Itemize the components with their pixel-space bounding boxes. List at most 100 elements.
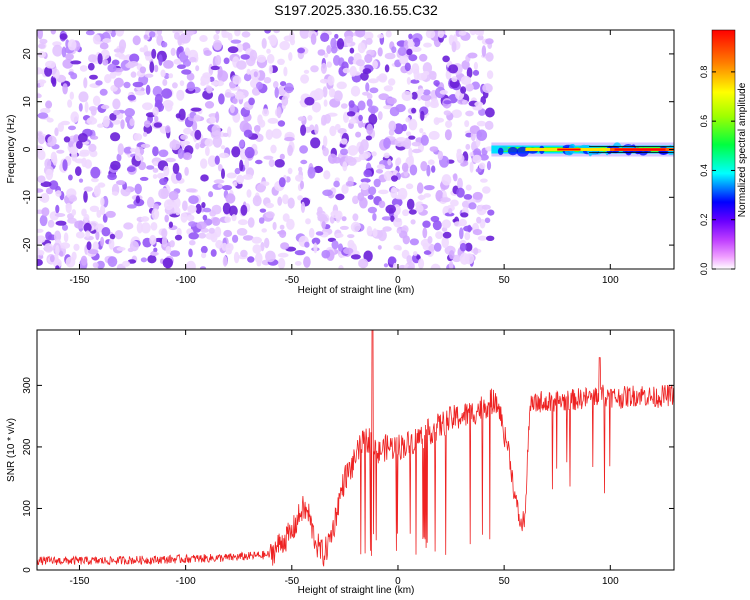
noise-blob [317, 49, 326, 56]
noise-blob [284, 82, 294, 94]
noise-blob [225, 243, 234, 252]
noise-blob [422, 227, 428, 239]
noise-blob [322, 189, 333, 197]
noise-blob [90, 107, 97, 116]
noise-blob [129, 118, 135, 127]
noise-blob [336, 38, 345, 50]
noise-blob [474, 30, 483, 36]
noise-blob [323, 135, 328, 147]
noise-blob [176, 64, 186, 69]
noise-blob [358, 114, 363, 122]
noise-blob [342, 161, 348, 172]
noise-blob [59, 33, 68, 40]
noise-blob [158, 188, 169, 200]
noise-blob [189, 56, 197, 63]
noise-blob [408, 33, 413, 40]
noise-blob [335, 212, 341, 223]
noise-blob [233, 251, 240, 264]
noise-blob [269, 34, 277, 46]
noise-blob [473, 247, 479, 255]
noise-blob [443, 100, 452, 105]
noise-blob [232, 234, 239, 243]
noise-blob [338, 265, 344, 269]
noise-blob [368, 186, 377, 196]
noise-blob [219, 152, 230, 159]
noise-blob [125, 62, 135, 69]
noise-blob [453, 221, 462, 227]
noise-blob [195, 65, 200, 72]
noise-blob [478, 162, 486, 170]
noise-blob [171, 172, 177, 182]
noise-blob [365, 82, 370, 92]
noise-blob [405, 183, 414, 190]
noise-blob [416, 73, 428, 81]
noise-blob [111, 59, 120, 66]
noise-blob [278, 177, 286, 188]
noise-blob [163, 60, 174, 69]
noise-field [37, 30, 495, 269]
noise-blob [220, 145, 226, 150]
noise-blob [183, 127, 192, 135]
noise-blob [247, 217, 255, 228]
noise-blob [383, 170, 393, 181]
noise-blob [457, 177, 463, 190]
noise-blob [392, 262, 398, 269]
snr-panel: -150 -100 -50 0 50 100 0 100 200 300 Height of st… [6, 329, 675, 596]
noise-blob [308, 227, 315, 239]
noise-blob [150, 222, 158, 231]
noise-blob [480, 178, 488, 183]
noise-blob [107, 63, 117, 73]
noise-blob [37, 112, 49, 119]
noise-blob [172, 162, 180, 175]
noise-blob [185, 260, 196, 269]
noise-blob [67, 99, 73, 108]
noise-blob [420, 94, 432, 101]
spectrogram-xlabel: Height of straight line (km) [298, 285, 415, 296]
noise-blob [451, 109, 463, 118]
noise-blob [282, 194, 289, 205]
noise-blob [303, 69, 310, 74]
noise-blob [408, 54, 418, 62]
noise-blob [460, 75, 472, 85]
noise-blob [467, 83, 474, 92]
noise-blob [465, 143, 471, 150]
noise-blob [139, 66, 147, 74]
noise-blob [96, 209, 102, 218]
noise-blob [152, 146, 159, 157]
noise-blob [277, 58, 285, 65]
noise-blob [460, 212, 469, 218]
noise-blob [97, 53, 103, 65]
noise-blob [78, 133, 88, 143]
noise-blob [222, 255, 228, 267]
noise-blob [244, 158, 250, 170]
noise-blob [273, 81, 279, 89]
noise-blob [207, 155, 217, 167]
noise-blob [349, 65, 357, 77]
noise-blob [307, 166, 316, 179]
noise-blob [410, 79, 420, 84]
noise-blob [127, 259, 137, 264]
noise-blob [68, 125, 76, 131]
noise-blob [221, 168, 225, 179]
noise-blob [394, 194, 405, 200]
noise-blob [484, 217, 491, 224]
noise-blob [423, 250, 432, 255]
noise-blob [188, 221, 197, 227]
noise-blob [405, 117, 411, 123]
noise-blob [55, 265, 60, 269]
noise-blob [211, 81, 219, 86]
noise-blob [45, 231, 52, 241]
noise-blob [253, 71, 258, 78]
noise-blob [236, 60, 247, 70]
y-tick-label: 0 [22, 567, 33, 573]
noise-blob [153, 122, 163, 128]
noise-blob [322, 86, 328, 98]
noise-blob [268, 64, 273, 75]
noise-blob [244, 146, 255, 159]
noise-blob [37, 67, 43, 75]
noise-blob [409, 164, 418, 176]
noise-blob [441, 219, 452, 229]
noise-blob [123, 81, 131, 89]
noise-blob [432, 220, 442, 231]
